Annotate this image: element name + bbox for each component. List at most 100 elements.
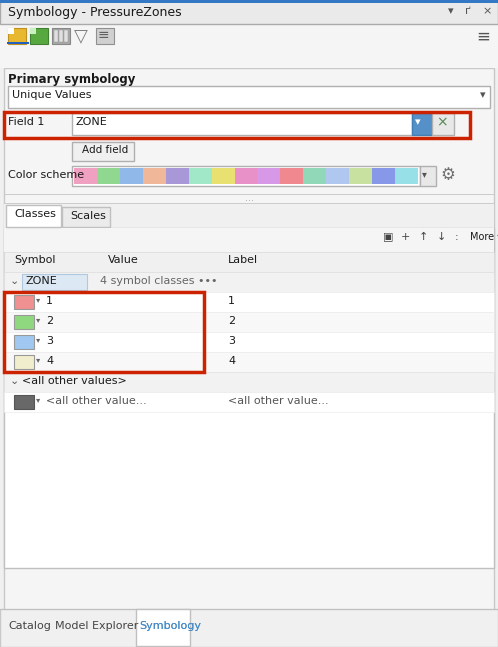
Bar [14, 395, 34, 409]
Text: Catalog: Catalog [8, 621, 51, 631]
Bar [4, 203, 494, 204]
Bar [4, 372, 494, 392]
Text: Classes: Classes [14, 209, 56, 219]
Text: ▾: ▾ [448, 6, 454, 16]
Bar [0, 0, 498, 24]
Text: Symbol: Symbol [14, 255, 55, 265]
Bar [4, 392, 494, 412]
Text: 4: 4 [46, 356, 53, 366]
Bar [72, 142, 134, 161]
Bar [30, 28, 48, 44]
Bar [303, 168, 326, 184]
Text: ▣: ▣ [383, 232, 393, 242]
Text: ⌄: ⌄ [10, 276, 19, 286]
Bar [72, 113, 412, 135]
Bar [212, 168, 235, 184]
Text: 2: 2 [46, 316, 53, 326]
Bar [136, 609, 190, 646]
Text: 3: 3 [228, 336, 235, 346]
Bar [97, 168, 120, 184]
Bar [22, 274, 87, 290]
Text: ×: × [436, 115, 448, 129]
Bar [4, 228, 494, 252]
Bar [14, 295, 34, 309]
Text: ↑: ↑ [419, 232, 428, 242]
Text: Value: Value [108, 255, 139, 265]
Bar [74, 28, 92, 44]
Bar [280, 168, 303, 184]
Text: Model Explorer: Model Explorer [55, 621, 138, 631]
Text: Unique Values: Unique Values [12, 90, 92, 100]
Bar [59, 30, 63, 42]
Text: Symbology: Symbology [139, 621, 201, 631]
Text: Add field: Add field [82, 145, 128, 155]
Bar [72, 166, 420, 186]
Bar [0, 609, 498, 647]
Bar [54, 30, 58, 42]
Bar [4, 292, 204, 372]
Bar [4, 292, 494, 312]
Text: Color scheme: Color scheme [8, 170, 84, 180]
Text: ▾: ▾ [480, 90, 486, 100]
Bar [30, 28, 36, 34]
Text: <all other value...: <all other value... [228, 396, 329, 406]
Text: ···: ··· [245, 196, 253, 206]
Text: ґ: ґ [465, 6, 471, 16]
Bar [4, 204, 494, 228]
Bar [4, 194, 494, 195]
Text: Scales: Scales [70, 211, 106, 221]
Text: Field 1: Field 1 [8, 117, 44, 127]
Text: ≡: ≡ [98, 28, 110, 42]
Bar [0, 0, 498, 3]
Text: ZONE: ZONE [76, 117, 108, 127]
Bar [143, 168, 166, 184]
Bar [62, 207, 110, 227]
Bar [4, 112, 470, 138]
Text: ⚙: ⚙ [440, 166, 455, 184]
Bar [0, 609, 498, 610]
Text: 1: 1 [228, 296, 235, 306]
Text: <all other value...: <all other value... [46, 396, 146, 406]
Bar [8, 28, 14, 34]
Bar [14, 355, 34, 369]
Text: ≡: ≡ [476, 28, 490, 46]
Text: 4 symbol classes •••: 4 symbol classes ••• [100, 276, 218, 286]
Text: ▾: ▾ [36, 355, 40, 364]
Bar [432, 113, 454, 135]
Bar [4, 312, 494, 332]
Bar [166, 168, 189, 184]
Text: 3: 3 [46, 336, 53, 346]
Bar [8, 28, 26, 44]
Text: <all other values>: <all other values> [22, 376, 127, 386]
Text: 4: 4 [228, 356, 235, 366]
Bar [4, 228, 494, 568]
Text: +: + [401, 232, 410, 242]
Bar [74, 168, 97, 184]
Bar [120, 168, 143, 184]
Text: Symbology: Symbology [139, 621, 201, 631]
Bar [4, 68, 494, 617]
Text: ▾: ▾ [36, 395, 40, 404]
Text: ×: × [482, 6, 492, 16]
Text: ▾: ▾ [415, 117, 421, 127]
Text: ▾: ▾ [36, 335, 40, 344]
Text: Symbology - PressureZones: Symbology - PressureZones [8, 6, 182, 19]
Bar [4, 272, 494, 292]
Bar [14, 335, 34, 349]
Bar [64, 30, 68, 42]
Bar [7, 42, 29, 44]
Bar [6, 205, 61, 227]
Text: 1: 1 [46, 296, 53, 306]
Bar [326, 168, 349, 184]
Text: ↓: ↓ [437, 232, 446, 242]
Bar [0, 24, 498, 68]
Bar [14, 315, 34, 329]
Bar [372, 168, 395, 184]
Bar [96, 28, 114, 44]
Bar [4, 352, 494, 372]
Bar [412, 113, 432, 135]
Text: 2: 2 [228, 316, 235, 326]
Text: ⌄: ⌄ [10, 376, 19, 386]
Bar [52, 28, 70, 44]
Text: ▾: ▾ [36, 315, 40, 324]
